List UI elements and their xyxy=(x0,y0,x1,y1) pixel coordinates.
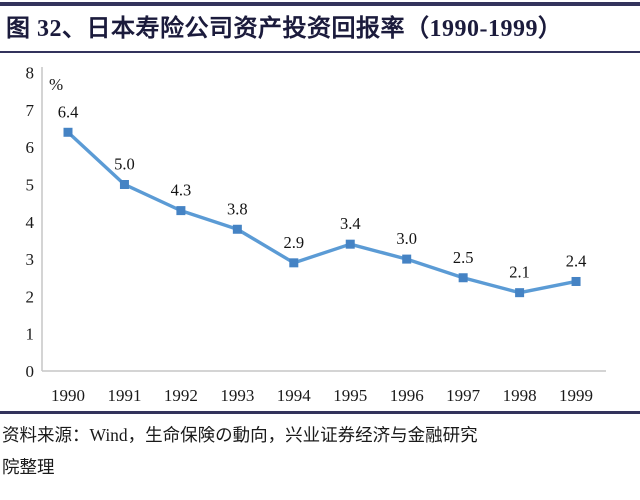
svg-text:1998: 1998 xyxy=(503,386,537,405)
svg-text:1995: 1995 xyxy=(333,386,367,405)
svg-text:2.1: 2.1 xyxy=(509,263,530,282)
svg-text:1993: 1993 xyxy=(220,386,254,405)
svg-text:0: 0 xyxy=(26,362,35,381)
footer-divider-rule xyxy=(0,411,640,414)
svg-text:1991: 1991 xyxy=(107,386,141,405)
svg-text:2: 2 xyxy=(26,287,35,306)
svg-text:2.4: 2.4 xyxy=(566,251,587,270)
svg-text:1999: 1999 xyxy=(559,386,593,405)
source-line-2: 院整理 xyxy=(2,457,55,477)
svg-text:1994: 1994 xyxy=(277,386,312,405)
svg-text:6.4: 6.4 xyxy=(58,102,79,121)
svg-text:4: 4 xyxy=(26,213,35,232)
svg-text:5: 5 xyxy=(26,176,35,195)
svg-text:1: 1 xyxy=(26,325,35,344)
svg-text:6: 6 xyxy=(26,138,35,157)
svg-text:%: % xyxy=(49,75,63,94)
title-divider-rule xyxy=(0,51,640,53)
svg-text:2.5: 2.5 xyxy=(453,248,474,267)
source-line-1: 资料来源：Wind，生命保険の動向，兴业证券经济与金融研究 xyxy=(2,425,478,445)
svg-text:3: 3 xyxy=(26,250,35,269)
chart-canvas: 0 1 2 3 4 5 6 7 8% 6.4 1990 5.0 1991 4.3 1992 3.8 1993 2.… xyxy=(26,64,606,405)
svg-text:2.9: 2.9 xyxy=(283,233,304,252)
svg-text:7: 7 xyxy=(26,101,35,120)
svg-text:4.3: 4.3 xyxy=(171,181,192,200)
svg-text:1996: 1996 xyxy=(390,386,424,405)
svg-text:5.0: 5.0 xyxy=(114,155,135,174)
figure-title: 图 32、日本寿险公司资产投资回报率（1990-1999） xyxy=(6,16,563,42)
top-rule xyxy=(0,2,640,6)
svg-text:1992: 1992 xyxy=(164,386,198,405)
svg-text:3.4: 3.4 xyxy=(340,214,361,233)
svg-text:1997: 1997 xyxy=(446,386,481,405)
source-note: 资料来源：Wind，生命保険の動向，兴业证券经济与金融研究 院整理 xyxy=(0,414,640,483)
line-chart: 0 1 2 3 4 5 6 7 8% 6.4 1990 5.0 1991 4.3 1992 3.8 1993 2.… xyxy=(0,55,640,411)
svg-text:3.8: 3.8 xyxy=(227,199,248,218)
svg-text:3.0: 3.0 xyxy=(396,229,417,248)
svg-text:1990: 1990 xyxy=(51,386,85,405)
svg-text:8: 8 xyxy=(26,64,35,83)
